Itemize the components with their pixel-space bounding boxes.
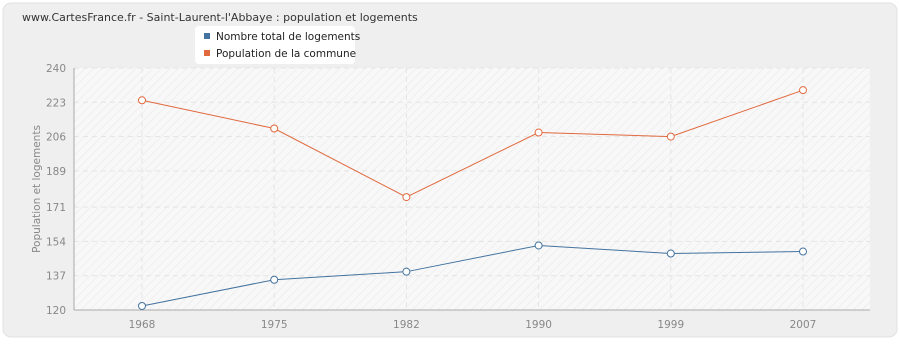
x-tick-label: 1982 <box>393 319 420 331</box>
y-tick-label: 154 <box>46 236 66 248</box>
x-tick-label: 1990 <box>525 319 552 331</box>
data-point <box>666 249 675 258</box>
y-tick-label: 223 <box>46 97 66 109</box>
y-axis-label: Population et logements <box>31 125 43 253</box>
series-line <box>141 244 804 307</box>
x-tick-label: 1975 <box>261 319 288 331</box>
y-tick-label: 240 <box>46 63 66 75</box>
y-tick-label: 137 <box>46 271 66 283</box>
legend-swatch <box>204 50 210 56</box>
y-tick-label: 171 <box>46 202 66 214</box>
x-tick-label: 2007 <box>790 319 817 331</box>
data-point <box>402 193 411 202</box>
legend <box>195 26 355 64</box>
y-tick-label: 189 <box>46 166 66 178</box>
legend-label: Nombre total de logements <box>216 31 360 43</box>
x-tick-label: 1999 <box>657 319 684 331</box>
data-point <box>534 241 543 250</box>
x-tick-label: 1968 <box>129 319 156 331</box>
data-point <box>666 132 675 141</box>
legend-swatch <box>204 33 210 39</box>
data-point <box>402 267 411 276</box>
data-point <box>138 96 146 105</box>
data-point <box>138 301 146 310</box>
chart-title: www.CartesFrance.fr - Saint-Laurent-l'Ab… <box>22 11 418 24</box>
data-point <box>270 275 279 284</box>
y-tick-label: 120 <box>46 305 66 317</box>
legend-label: Population de la commune <box>216 48 356 60</box>
data-point <box>270 124 279 133</box>
data-point <box>799 86 807 95</box>
data-point <box>534 128 543 137</box>
y-tick-label: 206 <box>46 132 66 144</box>
series-line <box>141 89 804 198</box>
plot-area <box>74 68 870 310</box>
data-point <box>799 247 807 256</box>
